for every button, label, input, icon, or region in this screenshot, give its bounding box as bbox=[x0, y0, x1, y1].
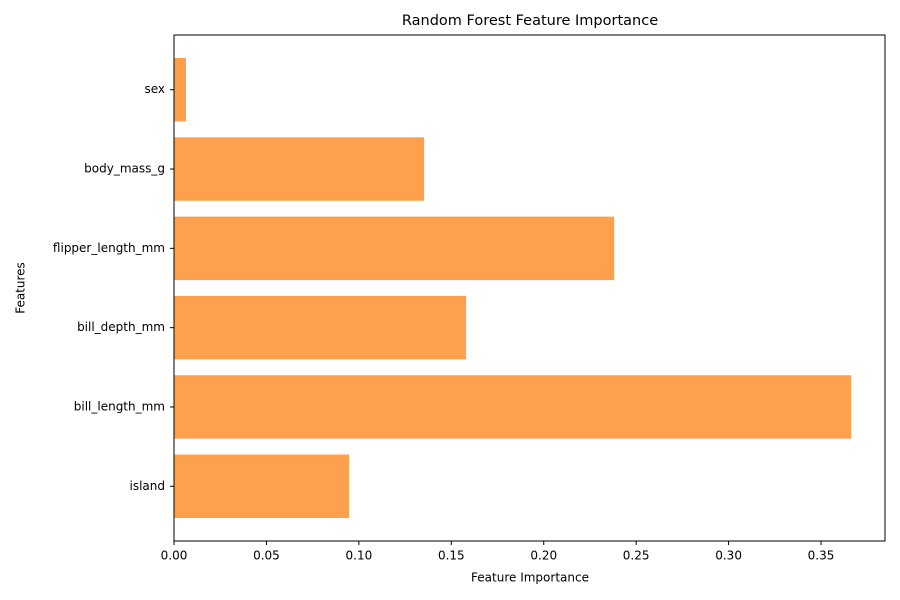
bar bbox=[174, 295, 467, 360]
y-tick-label: sex bbox=[144, 82, 165, 96]
x-tick-label: 0.10 bbox=[346, 549, 373, 563]
x-tick-label: 0.00 bbox=[161, 549, 188, 563]
y-tick-label: island bbox=[130, 479, 166, 493]
x-tick-label: 0.30 bbox=[715, 549, 742, 563]
x-tick-label: 0.25 bbox=[623, 549, 650, 563]
x-tick-label: 0.20 bbox=[530, 549, 557, 563]
x-tick-label: 0.05 bbox=[253, 549, 280, 563]
plot-frame bbox=[173, 34, 886, 542]
chart-title: Random Forest Feature Importance bbox=[402, 13, 658, 29]
y-axis-label: Features bbox=[14, 262, 28, 314]
bar bbox=[174, 137, 425, 201]
bar bbox=[174, 454, 350, 518]
y-tick-label: bill_length_mm bbox=[74, 399, 165, 413]
y-tick-label: body_mass_g bbox=[84, 162, 165, 176]
bar bbox=[174, 375, 852, 439]
bar bbox=[174, 216, 615, 281]
x-tick-label: 0.15 bbox=[438, 549, 465, 563]
bar bbox=[174, 58, 187, 122]
y-tick-label: bill_depth_mm bbox=[77, 320, 165, 334]
x-tick-label: 0.35 bbox=[808, 549, 835, 563]
y-tick-label: flipper_length_mm bbox=[53, 241, 165, 255]
x-axis-label: Feature Importance bbox=[471, 571, 589, 585]
